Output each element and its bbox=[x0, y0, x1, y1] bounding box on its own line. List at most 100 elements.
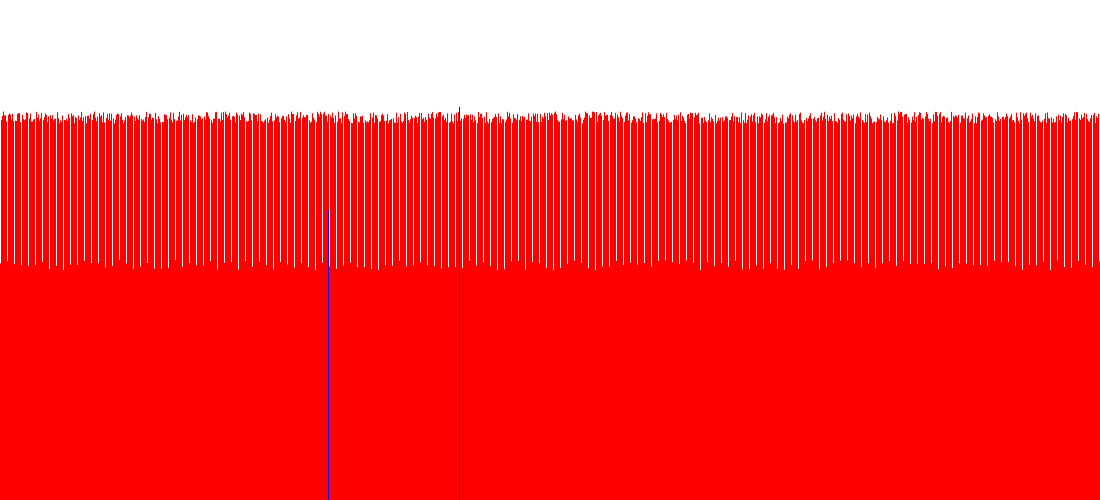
bar bbox=[915, 121, 917, 500]
bar bbox=[444, 119, 446, 500]
bar bbox=[773, 112, 775, 500]
bar bbox=[332, 112, 334, 500]
bar bbox=[264, 120, 266, 500]
bar bbox=[948, 122, 950, 500]
bar bbox=[325, 115, 327, 500]
bar bbox=[1032, 115, 1034, 500]
bar bbox=[726, 116, 728, 500]
bar bbox=[223, 112, 225, 500]
bar bbox=[388, 123, 390, 500]
bar bbox=[776, 117, 778, 500]
bar bbox=[943, 115, 945, 500]
bar bbox=[270, 116, 272, 500]
bar bbox=[125, 117, 127, 500]
bar bbox=[935, 111, 937, 500]
bar bbox=[199, 115, 201, 500]
bar bbox=[645, 113, 647, 500]
bar bbox=[440, 111, 442, 500]
bar bbox=[769, 114, 771, 500]
bar bbox=[914, 112, 916, 500]
bar bbox=[869, 112, 871, 500]
bar bbox=[963, 118, 965, 500]
bar bbox=[312, 113, 314, 500]
bar bbox=[528, 113, 530, 500]
bar bbox=[530, 121, 532, 500]
bar bbox=[465, 117, 467, 500]
bar bbox=[907, 122, 909, 500]
bar bbox=[682, 115, 684, 500]
bar bbox=[180, 120, 182, 500]
bar bbox=[568, 116, 570, 500]
bar bbox=[177, 120, 179, 500]
bar bbox=[1068, 117, 1070, 500]
bar bbox=[546, 267, 548, 500]
bar bbox=[260, 114, 262, 500]
bar bbox=[670, 122, 672, 500]
bar bbox=[435, 118, 437, 500]
bar bbox=[118, 113, 120, 500]
bar bbox=[779, 122, 781, 500]
bar bbox=[834, 113, 836, 500]
bar bbox=[879, 119, 881, 500]
bar bbox=[651, 266, 653, 500]
bar bbox=[544, 112, 546, 500]
bar bbox=[373, 112, 375, 500]
bar bbox=[535, 113, 537, 500]
bar bbox=[111, 113, 113, 500]
bar bbox=[1062, 116, 1064, 500]
bar bbox=[217, 269, 219, 500]
bar bbox=[610, 115, 612, 500]
bar bbox=[874, 121, 876, 500]
bar bbox=[555, 111, 557, 500]
bar bbox=[849, 115, 851, 500]
bar bbox=[904, 114, 906, 500]
bar bbox=[80, 117, 82, 500]
bar bbox=[91, 263, 93, 500]
bar bbox=[690, 112, 692, 500]
bar bbox=[675, 119, 677, 500]
bar bbox=[977, 116, 979, 500]
bar bbox=[805, 261, 807, 500]
bar bbox=[485, 123, 487, 500]
bar bbox=[183, 113, 185, 500]
bar bbox=[745, 112, 747, 500]
bar bbox=[1000, 119, 1002, 500]
bar bbox=[792, 115, 794, 500]
bar bbox=[762, 114, 764, 500]
bar bbox=[679, 264, 681, 500]
bar bbox=[1053, 119, 1055, 500]
bar bbox=[807, 121, 809, 500]
bar bbox=[304, 117, 306, 500]
bar bbox=[349, 120, 351, 500]
bar bbox=[306, 115, 308, 500]
bar bbox=[841, 114, 843, 500]
bar bbox=[271, 112, 273, 500]
bar bbox=[897, 120, 899, 500]
bar bbox=[986, 117, 988, 500]
bar bbox=[753, 115, 755, 500]
bar bbox=[659, 120, 661, 500]
bar bbox=[445, 117, 447, 500]
bar bbox=[178, 116, 180, 500]
bar bbox=[131, 112, 133, 500]
bar bbox=[526, 119, 528, 500]
bar bbox=[113, 118, 115, 500]
bar bbox=[984, 115, 986, 500]
bar bbox=[1015, 266, 1017, 500]
bar bbox=[944, 116, 946, 500]
bar bbox=[911, 122, 913, 500]
bar bbox=[138, 119, 140, 500]
bar bbox=[442, 116, 444, 500]
bar bbox=[609, 266, 611, 500]
bar bbox=[536, 121, 538, 500]
bar bbox=[404, 112, 406, 500]
bar bbox=[695, 112, 697, 500]
bar bbox=[862, 119, 864, 500]
bar bbox=[76, 118, 78, 500]
bar bbox=[598, 115, 600, 500]
bar bbox=[975, 116, 977, 500]
bar bbox=[615, 112, 617, 500]
bar bbox=[417, 123, 419, 500]
bar bbox=[336, 268, 338, 500]
bar bbox=[939, 113, 941, 500]
